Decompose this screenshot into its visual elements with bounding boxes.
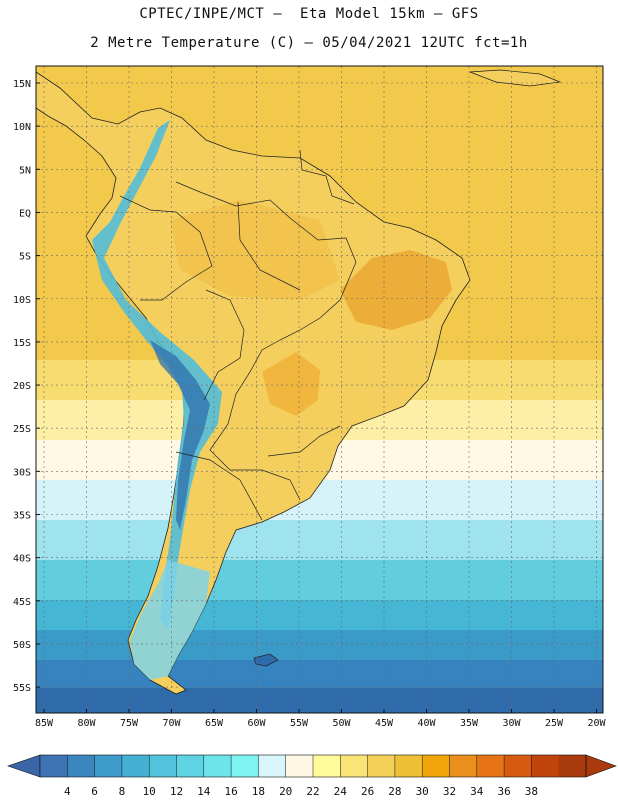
- lat-tick-label: 15S: [13, 338, 31, 349]
- colorbar-low-arrow: [7, 754, 41, 778]
- colorbar-swatch: [504, 755, 532, 777]
- colorbar-label: 16: [224, 785, 237, 798]
- lat-tick-label: 5S: [19, 252, 31, 263]
- colorbar-swatch: [67, 755, 95, 777]
- lat-tick-label: 55S: [13, 683, 31, 694]
- lon-tick-label: 70W: [162, 718, 181, 729]
- colorbar-label: 38: [525, 785, 538, 798]
- lon-tick-label: 45W: [375, 718, 394, 729]
- colorbar-label: 26: [361, 785, 374, 798]
- hot-region-central-brazil: [262, 352, 320, 416]
- colorbar-label: 18: [252, 785, 265, 798]
- colorbar-label: 6: [91, 785, 98, 798]
- lat-tick-label: 20S: [13, 381, 31, 392]
- colorbar-swatch: [94, 755, 123, 777]
- lat-tick-label: 5N: [19, 165, 31, 176]
- colorbar-swatch: [176, 755, 205, 777]
- colorbar-label: 28: [388, 785, 401, 798]
- colorbar-swatch: [449, 755, 478, 777]
- colorbar-swatch: [476, 755, 505, 777]
- country-borders: [119, 149, 357, 521]
- colorbar-label: 36: [497, 785, 510, 798]
- ocean-band-6: [36, 688, 603, 713]
- lon-tick-label: 50W: [332, 718, 351, 729]
- colorbar-label: 32: [443, 785, 456, 798]
- falkland-islands: [253, 653, 279, 667]
- colorbar-label: 8: [119, 785, 126, 798]
- patagonia-cool-region: [130, 560, 210, 680]
- lon-tick-label: 30W: [502, 718, 521, 729]
- lat-tick-label: 15N: [13, 79, 31, 90]
- andes-cool-ridge: [92, 120, 222, 630]
- colorbar-label: 24: [334, 785, 348, 798]
- lat-tick-label: 35S: [13, 511, 31, 522]
- colorbar-label: 10: [143, 785, 156, 798]
- colorbar-swatch: [394, 755, 423, 777]
- colorbar-high-arrow: [585, 754, 617, 778]
- lon-tick-label: 20W: [587, 718, 606, 729]
- lat-tick-label: 45S: [13, 597, 31, 608]
- lat-tick-label: 50S: [13, 640, 31, 651]
- lon-tick-label: 85W: [35, 718, 54, 729]
- andes-cold-core: [150, 340, 210, 530]
- lat-tick-label: 40S: [13, 554, 31, 565]
- map-frame: [35, 65, 604, 714]
- colorbar-swatch: [231, 755, 259, 777]
- colorbar-label: 4: [64, 785, 71, 798]
- colorbar-swatch: [121, 755, 150, 777]
- colorbar-label: 14: [197, 785, 211, 798]
- temperature-colorbar: 4 6 8 10 12 14 16 18 20 22 24 26 28 30 32 34 36 38: [7, 754, 617, 798]
- colorbar-label: 34: [470, 785, 484, 798]
- lon-tick-label: 55W: [290, 718, 309, 729]
- lon-tick-label: 75W: [120, 718, 139, 729]
- map-plot-area: [36, 66, 603, 713]
- lon-tick-label: 25W: [545, 718, 564, 729]
- map-title-line1: CPTEC/INPE/MCT – Eta Model 15km – GFS: [139, 6, 479, 22]
- colorbar-label: 22: [306, 785, 319, 798]
- colorbar-swatch: [531, 755, 559, 777]
- colorbar-swatch: [40, 755, 68, 777]
- hot-region-northeast-brazil: [340, 250, 452, 330]
- colorbar-swatch: [367, 755, 396, 777]
- longitude-axis: 85W 80W 75W 70W 65W 60W 55W 50W 45W 40W 35W 30W 25W 2…: [35, 709, 607, 729]
- colorbar-label: 20: [279, 785, 292, 798]
- colorbar-swatch: [558, 755, 587, 777]
- lon-tick-label: 65W: [205, 718, 224, 729]
- lat-tick-label: 10S: [13, 295, 31, 306]
- colorbar-label: 30: [416, 785, 429, 798]
- colorbar-label: 12: [170, 785, 183, 798]
- map-title-line2: 2 Metre Temperature (C) – 05/04/2021 12U…: [90, 35, 528, 51]
- colorbar-swatch: [203, 755, 232, 777]
- caribbean-islands: [469, 69, 562, 87]
- colorbar-swatch: [340, 755, 368, 777]
- latitude-axis: 15N 10N 5N EQ 5S 10S 15S 20S 25S 30S 35S 40S 45S 50S 5…: [13, 79, 40, 694]
- lat-tick-label: 25S: [13, 424, 31, 435]
- lon-tick-label: 40W: [417, 718, 436, 729]
- lon-tick-label: 80W: [77, 718, 96, 729]
- colorbar-swatch: [258, 755, 286, 777]
- lon-tick-label: 35W: [460, 718, 479, 729]
- colorbar-swatch: [313, 755, 341, 777]
- lat-tick-label: 30S: [13, 467, 31, 478]
- warm-region-amazon: [170, 200, 340, 300]
- colorbar-swatch: [149, 755, 177, 777]
- lat-tick-label: EQ: [19, 208, 31, 219]
- lon-tick-label: 60W: [247, 718, 266, 729]
- lat-tick-label: 10N: [13, 122, 31, 133]
- colorbar-swatch: [285, 755, 314, 777]
- colorbar-swatch: [422, 755, 450, 777]
